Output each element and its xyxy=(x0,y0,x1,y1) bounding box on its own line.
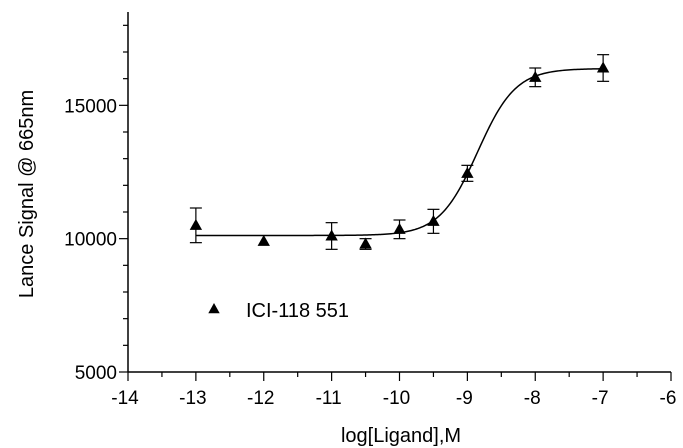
x-tick-label: -12 xyxy=(247,388,274,409)
fit-curve xyxy=(195,68,604,237)
y-tick-label: 15000 xyxy=(64,96,117,117)
axes: 5000 10000 15000 -14 -13 -12 -11 -10 -9 -8 -7 -6 xyxy=(64,12,676,409)
x-tick-label: -7 xyxy=(592,388,609,409)
y-ticks: 5000 10000 15000 xyxy=(64,24,128,384)
x-tick-label: -11 xyxy=(316,388,342,409)
y-tick-label: 10000 xyxy=(64,230,117,251)
x-ticks: -14 -13 -12 -11 -10 -9 -8 -7 -6 xyxy=(111,372,676,409)
x-axis-title: log[Ligand],M xyxy=(341,425,461,447)
x-tick-label: -14 xyxy=(111,388,139,409)
legend-label: ICI-118 551 xyxy=(246,300,349,322)
data-points xyxy=(189,54,610,250)
y-tick-label: 5000 xyxy=(75,363,117,384)
x-tick-label: -9 xyxy=(456,388,473,409)
x-tick-label: -6 xyxy=(660,388,677,409)
data-point xyxy=(529,70,542,82)
data-point xyxy=(596,61,610,73)
x-tick-label: -10 xyxy=(383,388,410,409)
data-point xyxy=(257,234,270,246)
data-point xyxy=(393,222,406,234)
legend-marker xyxy=(208,303,220,314)
data-point xyxy=(189,218,203,230)
x-tick-label: -13 xyxy=(179,388,206,409)
x-tick-label: -8 xyxy=(524,388,541,409)
data-point xyxy=(359,237,372,249)
y-axis-title: Lance Signal @ 665nm xyxy=(16,90,38,298)
legend: ICI-118 551 xyxy=(208,300,349,322)
data-point xyxy=(461,166,474,178)
data-point xyxy=(427,214,440,226)
data-point xyxy=(325,229,338,241)
